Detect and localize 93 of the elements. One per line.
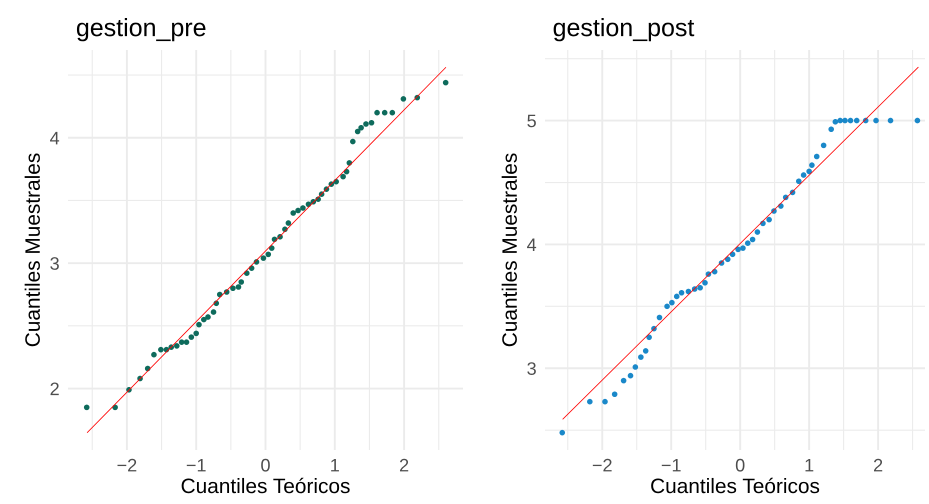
point [184, 339, 190, 345]
point [238, 279, 244, 285]
point [646, 334, 652, 340]
x-tick-label: −2 [118, 458, 136, 472]
point [873, 118, 879, 124]
point [230, 285, 236, 292]
y-tick-label: 4 [527, 238, 536, 251]
y-axis-title: Cuantiles Muestrales [502, 153, 517, 346]
point [84, 404, 90, 410]
point [374, 110, 380, 116]
point [188, 334, 194, 340]
point [837, 118, 843, 124]
point [205, 314, 211, 320]
point [632, 364, 638, 370]
x-tick-label: −1 [186, 458, 206, 472]
point [587, 398, 593, 404]
x-tick-label: 1 [331, 458, 339, 472]
point [295, 208, 301, 214]
point [806, 168, 812, 174]
point [210, 309, 216, 315]
point [678, 290, 684, 296]
point [744, 240, 751, 246]
point [796, 178, 802, 184]
point [888, 118, 894, 124]
point [201, 316, 207, 322]
point [842, 118, 848, 124]
point [300, 205, 306, 211]
point [236, 284, 242, 290]
point [286, 220, 292, 226]
point [196, 322, 202, 328]
point [848, 118, 854, 124]
point [178, 339, 184, 345]
y-tick-label: 5 [527, 114, 536, 128]
x-tick-label: 0 [261, 458, 270, 472]
point [628, 372, 634, 378]
x-tick-label: 0 [736, 458, 744, 472]
point [158, 346, 164, 352]
point [354, 128, 360, 134]
point [174, 343, 180, 349]
point [390, 110, 396, 116]
point [656, 314, 662, 320]
point [740, 245, 746, 251]
x-tick-label: 1 [805, 458, 814, 472]
point [702, 280, 708, 286]
point [854, 118, 860, 124]
point [800, 172, 806, 178]
y-tick-label: 3 [527, 362, 536, 375]
point [642, 348, 648, 354]
point [612, 391, 618, 398]
x-tick-label: −1 [662, 458, 681, 472]
x-tick-label: 2 [400, 458, 408, 472]
y-tick-label: 2 [50, 382, 59, 396]
point [814, 154, 820, 160]
point [265, 252, 272, 258]
point [750, 236, 756, 242]
chart-title: gestion_post [554, 18, 694, 42]
point [724, 256, 731, 262]
point [368, 120, 374, 126]
x-axis-title: Cuantiles Teóricos [651, 478, 820, 494]
point [350, 138, 356, 144]
point [832, 119, 838, 125]
x-tick-label: −2 [592, 458, 612, 472]
chart-title: gestion_pre [76, 18, 206, 42]
point [914, 118, 920, 124]
y-tick-label: 3 [50, 257, 59, 270]
point [400, 96, 406, 102]
point [674, 294, 680, 300]
point [735, 246, 741, 252]
point [638, 354, 644, 360]
point [260, 255, 266, 261]
point [620, 378, 626, 384]
point [358, 124, 364, 131]
point [363, 121, 369, 127]
point [442, 80, 448, 86]
point [382, 110, 388, 116]
point [697, 284, 703, 291]
point [290, 210, 296, 216]
point [754, 229, 760, 235]
point [766, 216, 772, 222]
point [602, 398, 608, 404]
y-tick-label: 4 [50, 132, 60, 144]
point [828, 126, 834, 132]
x-tick-label: 2 [874, 458, 882, 472]
point [559, 430, 566, 436]
y-axis-title: Cuantiles Muestrales [24, 153, 40, 346]
point [820, 142, 826, 148]
point [669, 300, 675, 306]
x-axis-title: Cuantiles Teóricos [182, 478, 350, 494]
point [193, 330, 199, 336]
point [664, 304, 670, 310]
point [809, 162, 815, 168]
point [151, 352, 157, 358]
point [340, 174, 346, 180]
